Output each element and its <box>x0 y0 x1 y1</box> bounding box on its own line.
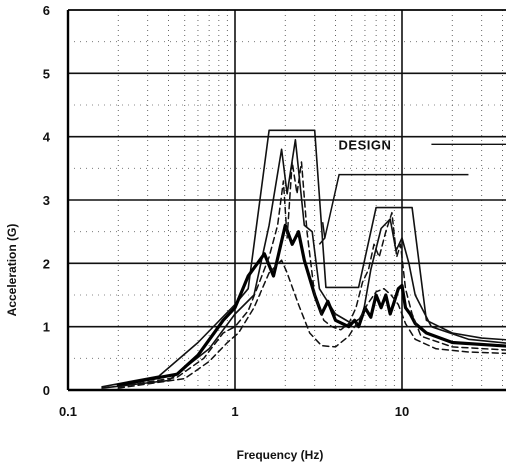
x-axis-title: Frequency (Hz) <box>237 448 324 462</box>
annotation-leader-line <box>324 173 469 239</box>
y-tick-label: 0 <box>43 383 50 398</box>
x-tick-label: 0.1 <box>59 404 77 419</box>
series-line-5 <box>117 259 506 389</box>
tick-labels: 0 1 2 3 4 5 6 0.1 1 10 <box>43 3 409 419</box>
annotation-arrowhead <box>318 222 326 245</box>
y-tick-label: 4 <box>43 130 51 145</box>
y-tick-label: 3 <box>43 193 50 208</box>
series-line-3 <box>116 223 506 387</box>
series-line-4 <box>117 161 506 388</box>
y-tick-label: 2 <box>43 256 50 271</box>
x-tick-label: 1 <box>231 404 238 419</box>
y-axis-title: Acceleration (G) <box>5 224 19 317</box>
series-line-1 <box>101 129 506 388</box>
y-tick-label: 6 <box>43 3 50 18</box>
x-tick-label: 10 <box>395 404 409 419</box>
axes-layer <box>66 9 506 392</box>
annotations: DESIGN <box>318 137 506 245</box>
y-tick-label: 5 <box>43 66 50 81</box>
series-layer <box>101 129 506 389</box>
annotation-label: DESIGN <box>339 137 392 152</box>
y-tick-label: 1 <box>43 320 50 335</box>
